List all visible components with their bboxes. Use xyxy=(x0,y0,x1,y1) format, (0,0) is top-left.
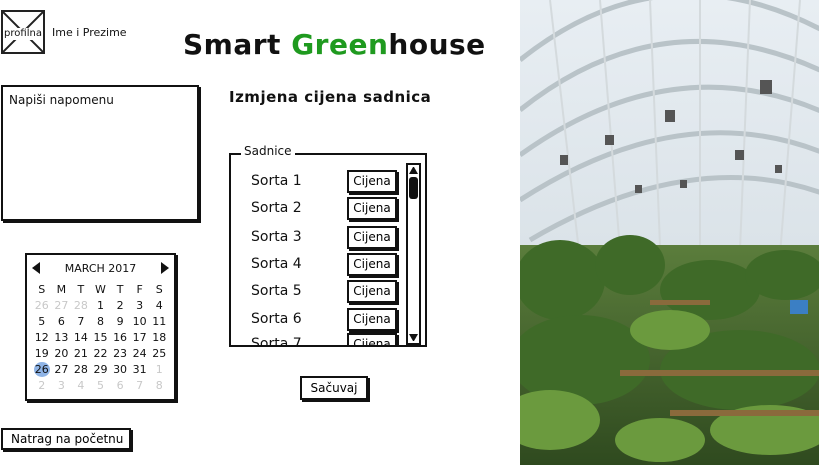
calendar-day[interactable]: 4 xyxy=(155,299,163,312)
title-part-2: house xyxy=(388,28,486,61)
calendar-day[interactable]: 10 xyxy=(132,315,147,328)
sort-row: Sorta 4 Cijena xyxy=(251,252,401,278)
calendar-day[interactable]: 8 xyxy=(96,315,104,328)
calendar-day[interactable]: 7 xyxy=(136,379,144,392)
calendar-day[interactable]: 3 xyxy=(57,379,65,392)
weekday-header: T xyxy=(77,283,85,296)
calendar-day[interactable]: 30 xyxy=(113,363,128,376)
calendar-day[interactable]: 22 xyxy=(93,347,108,360)
sadnice-panel: Sorta 1 Cijena Sorta 2 Cijena Sorta 3 Cijena S… xyxy=(229,153,427,347)
calendar-day[interactable]: 23 xyxy=(113,347,128,360)
scroll-up-icon[interactable] xyxy=(409,167,418,174)
sort-row: Sorta 7 Cijena xyxy=(251,332,401,347)
calendar-day[interactable]: 28 xyxy=(73,299,88,312)
calendar-day[interactable]: 21 xyxy=(73,347,88,360)
weekday-header: W xyxy=(95,283,106,296)
calendar-day[interactable]: 5 xyxy=(96,379,104,392)
back-home-button[interactable]: Natrag na početnu xyxy=(1,428,131,450)
sort-label: Sorta 4 xyxy=(251,256,302,272)
weekday-header: M xyxy=(56,283,67,296)
sort-row: Sorta 1 Cijena xyxy=(251,169,401,195)
calendar-day[interactable]: 16 xyxy=(113,331,128,344)
calendar-day[interactable]: 13 xyxy=(54,331,69,344)
calendar-day[interactable]: 14 xyxy=(73,331,88,344)
calendar: MARCH 2017 S M T W T F S 26 27 28 1 2 3 4 5 6 7 8 9 10 11 12 1… xyxy=(25,253,176,401)
calendar-day[interactable]: 8 xyxy=(155,379,163,392)
calendar-day[interactable]: 26 xyxy=(34,299,49,312)
calendar-day[interactable]: 19 xyxy=(34,347,49,360)
title-part-green: Green xyxy=(291,28,389,61)
weekday-header: T xyxy=(116,283,124,296)
previous-month-icon[interactable] xyxy=(32,262,40,274)
calendar-day[interactable]: 2 xyxy=(116,299,124,312)
calendar-day[interactable]: 2 xyxy=(38,379,46,392)
price-button[interactable]: Cijena xyxy=(347,280,397,303)
calendar-day[interactable]: 26 xyxy=(33,362,50,377)
profile-image-label: profilna xyxy=(3,28,43,40)
weekday-header: F xyxy=(136,283,143,296)
calendar-day[interactable]: 4 xyxy=(77,379,85,392)
calendar-grid: S M T W T F S 26 27 28 1 2 3 4 5 6 7 8 9 10 11 12 13 14 15 16 17 18… xyxy=(32,282,169,393)
sort-label: Sorta 7 xyxy=(251,336,302,347)
calendar-day[interactable]: 3 xyxy=(136,299,144,312)
calendar-day[interactable]: 9 xyxy=(116,315,124,328)
scroll-thumb[interactable] xyxy=(409,177,418,199)
price-button[interactable]: Cijena xyxy=(347,170,397,193)
calendar-day[interactable]: 29 xyxy=(93,363,108,376)
section-title: Izmjena cijena sadnica xyxy=(229,88,432,106)
greenhouse-photo xyxy=(520,0,819,465)
sort-row: Sorta 6 Cijena xyxy=(251,307,401,333)
calendar-day[interactable]: 24 xyxy=(132,347,147,360)
calendar-day[interactable]: 12 xyxy=(34,331,49,344)
calendar-month: MARCH 2017 xyxy=(64,261,137,275)
calendar-day[interactable]: 17 xyxy=(132,331,147,344)
sort-row: Sorta 3 Cijena xyxy=(251,225,401,251)
profile-image[interactable]: profilna xyxy=(1,10,45,54)
title-part-1: Smart xyxy=(183,28,292,61)
calendar-day[interactable]: 7 xyxy=(77,315,85,328)
next-month-icon[interactable] xyxy=(161,262,169,274)
price-button[interactable]: Cijena xyxy=(347,197,397,220)
calendar-day[interactable]: 5 xyxy=(38,315,46,328)
scroll-down-icon[interactable] xyxy=(409,334,418,341)
weekday-header: S xyxy=(155,283,163,296)
calendar-day[interactable]: 28 xyxy=(73,363,88,376)
sort-label: Sorta 1 xyxy=(251,173,302,189)
calendar-day[interactable]: 11 xyxy=(152,315,167,328)
sort-label: Sorta 3 xyxy=(251,229,302,245)
sort-label: Sorta 2 xyxy=(251,200,302,216)
note-textarea[interactable]: Napiši napomenu xyxy=(1,85,199,221)
weekday-header: S xyxy=(38,283,46,296)
calendar-day[interactable]: 20 xyxy=(54,347,69,360)
calendar-day[interactable]: 31 xyxy=(132,363,147,376)
scrollbar[interactable] xyxy=(406,163,421,345)
profile-name: Ime i Prezime xyxy=(52,26,127,39)
calendar-day[interactable]: 1 xyxy=(96,299,104,312)
save-button[interactable]: Sačuvaj xyxy=(300,376,368,400)
price-button[interactable]: Cijena xyxy=(347,226,397,249)
calendar-day[interactable]: 27 xyxy=(54,363,69,376)
app-title: Smart Greenhouse xyxy=(183,28,486,61)
calendar-day[interactable]: 6 xyxy=(57,315,65,328)
note-placeholder: Napiši napomenu xyxy=(9,93,114,107)
calendar-day[interactable]: 25 xyxy=(152,347,167,360)
calendar-day[interactable]: 6 xyxy=(116,379,124,392)
price-button[interactable]: Cijena xyxy=(347,308,397,331)
calendar-day[interactable]: 1 xyxy=(155,363,163,376)
calendar-day[interactable]: 15 xyxy=(93,331,108,344)
sort-label: Sorta 5 xyxy=(251,283,302,299)
calendar-day[interactable]: 27 xyxy=(54,299,69,312)
sort-label: Sorta 6 xyxy=(251,311,302,327)
price-button[interactable]: Cijena xyxy=(347,333,397,345)
sadnice-legend: Sadnice xyxy=(241,144,295,158)
calendar-header: MARCH 2017 xyxy=(32,258,169,278)
sort-row: Sorta 5 Cijena xyxy=(251,279,401,305)
sort-row: Sorta 2 Cijena xyxy=(251,196,401,222)
calendar-day[interactable]: 18 xyxy=(152,331,167,344)
price-button[interactable]: Cijena xyxy=(347,253,397,276)
